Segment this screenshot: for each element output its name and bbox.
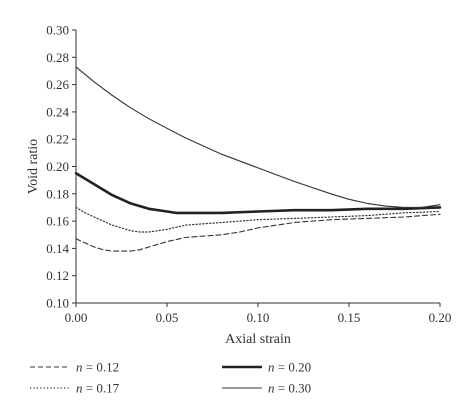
legend-label-4: n = 0.30 bbox=[268, 381, 311, 396]
y-tick-label: 0.30 bbox=[46, 23, 69, 38]
x-tick-label: 0.20 bbox=[429, 310, 452, 325]
y-tick-label: 0.12 bbox=[46, 268, 69, 283]
y-tick-label: 0.14 bbox=[46, 241, 69, 256]
series-line-4 bbox=[75, 66, 441, 208]
series-line-2 bbox=[75, 206, 441, 233]
y-tick-label: 0.10 bbox=[46, 296, 69, 311]
y-tick-label: 0.18 bbox=[46, 186, 69, 201]
legend-label-2: n = 0.17 bbox=[76, 381, 120, 396]
series-line-1 bbox=[75, 213, 441, 252]
y-tick-label: 0.24 bbox=[46, 104, 69, 119]
y-tick-label: 0.28 bbox=[46, 50, 69, 65]
y-tick-label: 0.20 bbox=[46, 159, 69, 174]
legend-label-1: n = 0.12 bbox=[76, 360, 119, 375]
y-tick-label: 0.26 bbox=[46, 77, 69, 92]
x-tick-label: 0.10 bbox=[247, 310, 270, 325]
x-tick-label: 0.00 bbox=[65, 310, 88, 325]
y-tick-label: 0.22 bbox=[46, 132, 69, 147]
x-tick-label: 0.15 bbox=[338, 310, 361, 325]
y-tick-label: 0.16 bbox=[46, 214, 69, 229]
x-tick-label: 0.05 bbox=[156, 310, 179, 325]
y-axis-title: Void ratio bbox=[26, 139, 41, 194]
legend-label-3: n = 0.20 bbox=[268, 360, 311, 375]
x-axis-title: Axial strain bbox=[225, 332, 291, 347]
series-line-3 bbox=[74, 172, 442, 215]
